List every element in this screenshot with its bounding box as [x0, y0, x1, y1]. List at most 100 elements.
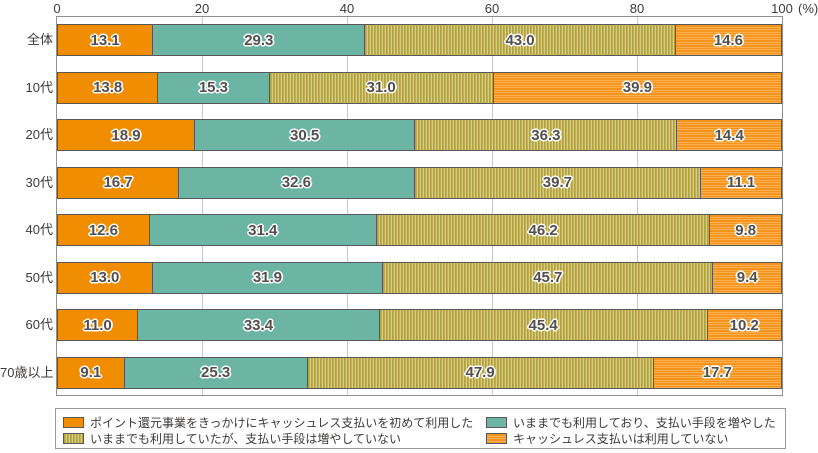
- value-label: 13.1: [90, 31, 120, 49]
- legend-swatch: [486, 417, 507, 428]
- value-label: 33.4: [243, 316, 274, 334]
- bar-segment: 14.4: [676, 119, 782, 152]
- bar-segment: 18.9: [57, 119, 195, 152]
- gridline: [202, 17, 203, 395]
- value-label: 31.0: [366, 79, 396, 97]
- gridline: [492, 17, 493, 395]
- bar-segment: 25.3: [123, 356, 308, 389]
- legend-label: キャッシュレス支払いは利用していない: [513, 431, 729, 446]
- legend-item: いままでも利用しており、支払い手段を増やした: [486, 415, 785, 430]
- bar-segment: 13.0: [57, 261, 153, 294]
- legend-label: いままでも利用していたが、支払い手段は増やしていない: [90, 431, 402, 446]
- value-label: 31.4: [248, 221, 278, 239]
- value-label: 47.9: [465, 364, 495, 382]
- bar-segment: 9.1: [57, 356, 125, 389]
- value-label: 15.3: [198, 79, 229, 97]
- legend-item: いままでも利用していたが、支払い手段は増やしていない: [63, 431, 486, 446]
- value-label: 31.9: [252, 269, 283, 287]
- legend-swatch: [63, 432, 84, 444]
- bar-row: 12.6 31.4 46.2 9.8: [57, 214, 782, 247]
- category-label: 60代: [25, 317, 53, 333]
- category-label: 50代: [25, 269, 53, 285]
- bar-segment: 39.9: [492, 71, 782, 104]
- bar-segment: 16.7: [57, 166, 180, 199]
- x-tick-label: 100: [771, 1, 793, 16]
- value-label: 9.4: [736, 269, 758, 287]
- bar-segment: 29.3: [152, 24, 366, 56]
- bar-row: 13.0 31.9 45.7 9.4: [57, 261, 783, 294]
- category-label: 30代: [25, 174, 53, 190]
- bar-segment: 9.8: [709, 214, 782, 247]
- bar-row: 11.0 33.4 45.4 10.2: [57, 309, 782, 342]
- bar-segment: 10.2: [706, 309, 782, 342]
- bar-segment: 9.4: [712, 261, 783, 294]
- value-label: 45.4: [528, 316, 558, 334]
- bar-segment: 33.4: [137, 309, 380, 342]
- value-label: 43.0: [505, 31, 535, 49]
- value-label: 17.7: [702, 364, 732, 382]
- value-label: 14.4: [714, 126, 744, 144]
- value-label: 36.3: [531, 126, 561, 144]
- bar-row: 13.8 15.3 31.0 39.9: [57, 71, 782, 104]
- category-label: 10代: [25, 79, 53, 95]
- value-label: 30.5: [290, 126, 320, 144]
- category-label: 20代: [25, 127, 53, 143]
- legend-item: ポイント還元事業をきっかけにキャッシュレス支払いを初めて利用した: [63, 415, 486, 430]
- bar-segment: 46.2: [375, 214, 711, 247]
- value-label: 13.0: [90, 269, 120, 287]
- bar-segment: 36.3: [414, 119, 678, 152]
- x-tick-label: 80: [629, 1, 645, 16]
- axis-unit-label: (%): [798, 1, 818, 16]
- legend: ポイント還元事業をきっかけにキャッシュレス支払いを初めて利用した いままでも利用し…: [55, 408, 786, 449]
- legend-label: ポイント還元事業をきっかけにキャッシュレス支払いを初めて利用した: [90, 416, 474, 430]
- value-label: 32.6: [281, 174, 311, 192]
- bar-segment: 39.7: [413, 166, 702, 199]
- plot-area: 13.1 29.3 43.0 14.6 13.8 15.3 31.0 39.9 18.9 30.5…: [56, 16, 783, 396]
- bar-segment: 45.7: [382, 261, 714, 294]
- value-label: 39.7: [542, 174, 572, 192]
- legend-item: キャッシュレス支払いは利用していない: [486, 431, 785, 446]
- bar-segment: 14.6: [674, 24, 782, 56]
- legend-swatch: [486, 432, 507, 444]
- value-label: 39.9: [622, 79, 652, 97]
- value-label: 10.2: [729, 316, 759, 334]
- x-tick-label: 60: [484, 1, 500, 16]
- category-label: 70歳以上: [0, 364, 54, 380]
- value-label: 11.1: [726, 174, 756, 192]
- category-label: 全体: [26, 32, 53, 47]
- value-label: 9.8: [735, 221, 757, 239]
- bar-segment: 43.0: [364, 24, 676, 56]
- value-label: 18.9: [111, 126, 141, 144]
- gridline: [347, 17, 348, 395]
- bar-segment: 31.0: [268, 71, 494, 104]
- bar-segment: 15.3: [157, 71, 270, 104]
- bar-segment: 31.4: [148, 214, 377, 247]
- bar-row: 16.7 32.6 39.7 11.1: [57, 166, 782, 199]
- bar-row: 9.1 25.3 47.9 17.7: [57, 356, 782, 389]
- value-label: 29.3: [244, 31, 274, 49]
- bar-segment: 13.8: [57, 71, 159, 104]
- x-tick-label: 0: [53, 1, 61, 16]
- value-label: 46.2: [528, 221, 558, 239]
- gridline: [637, 17, 638, 395]
- bar-segment: 13.1: [57, 24, 154, 56]
- value-label: 9.1: [80, 364, 102, 382]
- bar-segment: 11.0: [57, 309, 139, 342]
- value-label: 12.6: [88, 221, 118, 239]
- x-tick-label: 20: [194, 1, 210, 16]
- bar-segment: 45.4: [378, 309, 708, 342]
- legend-label: いままでも利用しており、支払い手段を増やした: [513, 416, 776, 430]
- value-label: 13.8: [93, 79, 123, 97]
- category-label: 40代: [25, 222, 53, 238]
- x-tick-label: 40: [339, 1, 355, 16]
- value-label: 11.0: [83, 316, 112, 334]
- bar-segment: 12.6: [57, 214, 150, 247]
- bar-segment: 30.5: [193, 119, 416, 152]
- bar-segment: 17.7: [652, 356, 782, 389]
- bar-segment: 32.6: [178, 166, 415, 199]
- value-label: 16.7: [103, 174, 133, 192]
- legend-swatch: [63, 417, 84, 428]
- bar-row: 18.9 30.5 36.3 14.4: [57, 119, 782, 152]
- value-label: 45.7: [533, 269, 563, 287]
